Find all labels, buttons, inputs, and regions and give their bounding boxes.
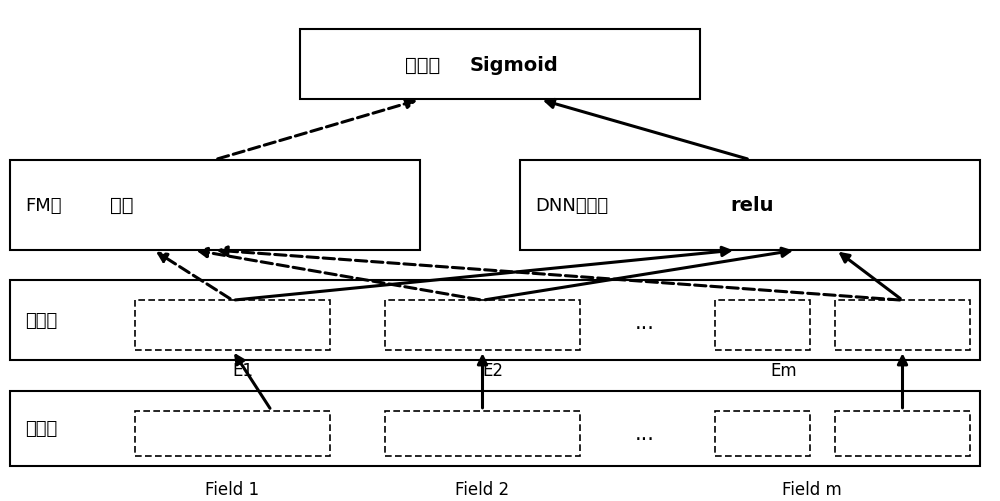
Bar bbox=[385, 301, 580, 351]
Bar bbox=[835, 411, 970, 456]
Bar bbox=[10, 281, 980, 361]
Text: Field m: Field m bbox=[782, 480, 842, 498]
Text: Em: Em bbox=[770, 361, 797, 379]
Text: 嵌入层: 嵌入层 bbox=[25, 312, 57, 330]
Text: E1: E1 bbox=[232, 361, 253, 379]
Text: DNN隐藏层: DNN隐藏层 bbox=[535, 196, 608, 214]
Bar bbox=[300, 30, 700, 100]
Bar bbox=[10, 391, 980, 466]
Bar bbox=[715, 411, 810, 456]
Text: 输出层: 输出层 bbox=[405, 56, 440, 75]
Bar bbox=[10, 160, 420, 250]
Text: 输入层: 输入层 bbox=[25, 419, 57, 437]
Text: E2: E2 bbox=[482, 361, 503, 379]
Bar bbox=[520, 160, 980, 250]
Text: ...: ... bbox=[635, 423, 655, 443]
Bar bbox=[135, 411, 330, 456]
Text: Field 1: Field 1 bbox=[205, 480, 259, 498]
Bar bbox=[135, 301, 330, 351]
Bar bbox=[715, 301, 810, 351]
Text: FM层: FM层 bbox=[25, 196, 62, 214]
Text: Sigmoid: Sigmoid bbox=[470, 56, 559, 75]
Text: 点积: 点积 bbox=[110, 196, 134, 215]
Bar bbox=[385, 411, 580, 456]
Bar bbox=[835, 301, 970, 351]
Text: relu: relu bbox=[730, 196, 774, 215]
Text: Field 2: Field 2 bbox=[455, 480, 509, 498]
Text: ...: ... bbox=[635, 312, 655, 332]
